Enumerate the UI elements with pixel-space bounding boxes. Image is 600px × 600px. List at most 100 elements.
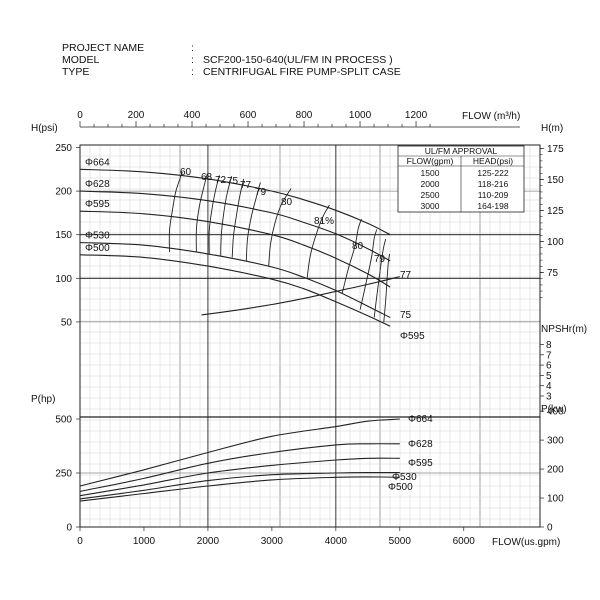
- efficiency-contour-line: [359, 229, 378, 310]
- npsh-tick-label: 7: [546, 350, 552, 361]
- head-right-tick-label: 75: [547, 268, 559, 279]
- efficiency-label: 79: [255, 187, 267, 198]
- power-curve-line: [79, 472, 400, 500]
- npsh-tick-label: 5: [546, 371, 552, 382]
- power-right-tick-label: 400: [547, 407, 564, 418]
- bottom-axis-tick-label: 6000: [453, 536, 476, 547]
- efficiency-contour-line: [208, 175, 220, 254]
- head-curve-label: Φ500: [85, 243, 110, 254]
- head-curve-label: Φ664: [85, 157, 110, 168]
- power-right-axis-label: P(kw): [541, 404, 567, 415]
- efficiency-contour-line: [341, 218, 362, 294]
- npsh-tick-label: 3: [546, 392, 552, 403]
- top-axis-tick-label: 1200: [405, 110, 428, 121]
- bottom-axis-tick-label: 0: [77, 536, 83, 547]
- approval-cell: 125-222: [477, 168, 508, 178]
- power-curve-label: Φ530: [392, 472, 417, 483]
- head-curve-label: Φ530: [85, 231, 110, 242]
- head-curve-label: Φ595: [85, 199, 110, 210]
- power-curve-label: Φ595: [408, 458, 433, 469]
- approval-cell: 2000: [421, 179, 440, 189]
- head-left-tick-label: 200: [55, 187, 72, 198]
- head-curve-line: [79, 168, 391, 236]
- efficiency-contour-line: [220, 176, 233, 256]
- header-sep-project: :: [191, 42, 194, 54]
- top-axis-tick-label: 400: [184, 110, 201, 121]
- head-right-tick-label: 100: [547, 237, 564, 248]
- bottom-axis-tick-label: 4000: [325, 536, 348, 547]
- npsh-tick-label: 8: [546, 340, 552, 351]
- top-x-axis-label: FLOW (m³/h): [462, 111, 520, 122]
- top-axis-tick-label: 0: [77, 110, 83, 121]
- power-right-tick-label: 0: [547, 523, 553, 534]
- bottom-axis-tick-label: 1000: [133, 536, 156, 547]
- power-right-tick-label: 300: [547, 436, 564, 447]
- frame: [79, 126, 541, 528]
- header-label-type: TYPE: [62, 66, 90, 78]
- efficiency-label: 79: [374, 254, 386, 265]
- bottom-x-axis-label: FLOW(us.gpm): [492, 537, 560, 548]
- efficiency-contour-line: [195, 173, 208, 253]
- efficiency-contour-line: [245, 182, 261, 261]
- plot-frame: [79, 144, 541, 528]
- npsh-curve-label: Φ595: [400, 331, 425, 342]
- npsh-tick-label: 6: [546, 361, 552, 372]
- approval-table: UL/FM APPROVAL FLOW(gpm) HEAD(psi) 1500 …: [397, 145, 525, 213]
- efficiency-label: 80: [281, 197, 293, 208]
- power-curve-label: Φ664: [408, 414, 433, 425]
- efficiency-label: 68: [201, 172, 213, 183]
- header-value-model: SCF200-150-640(UL/FM IN PROCESS ): [203, 54, 393, 66]
- head-curve-line: [79, 241, 391, 318]
- npsh-tick-label: 4: [546, 381, 552, 392]
- top-axis-tick-label: 1000: [349, 110, 372, 121]
- head-curve-line: [79, 190, 391, 262]
- power-left-tick-label: 250: [55, 469, 72, 480]
- efficiency-contour-line: [268, 188, 292, 267]
- power-right-tick-label: 100: [547, 494, 564, 505]
- efficiency-contour-line: [231, 178, 245, 258]
- efficiency-label: 77: [240, 180, 252, 191]
- power-left-axis-label: P(hp): [31, 394, 55, 405]
- top-axis-tick-label: 600: [240, 110, 257, 121]
- head-left-tick-label: 150: [55, 230, 72, 241]
- power-curve-label: Φ500: [388, 482, 413, 493]
- efficiency-label: 75: [400, 310, 412, 321]
- efficiency-contour-line: [373, 238, 387, 318]
- header-sep-type: :: [191, 66, 194, 78]
- efficiency-label: 81%: [314, 216, 334, 227]
- power-curve-line: [79, 476, 400, 502]
- approval-cell: 1500: [421, 168, 440, 178]
- power-left-tick-label: 0: [66, 523, 72, 534]
- header-sep-model: :: [191, 54, 194, 66]
- approval-cell: 3000: [421, 201, 440, 211]
- approval-cell: 2500: [421, 190, 440, 200]
- power-curve-label: Φ628: [408, 439, 433, 450]
- header-label-model: MODEL: [62, 54, 100, 66]
- header-label-project: PROJECT NAME: [62, 42, 145, 54]
- head-curve-label: Φ628: [85, 179, 110, 190]
- approval-cell: 164-198: [477, 201, 508, 211]
- head-left-tick-label: 250: [55, 143, 72, 154]
- head-right-axis-label: H(m): [541, 123, 563, 134]
- efficiency-contour-line: [306, 204, 330, 279]
- efficiency-label: 75: [227, 176, 239, 187]
- power-right-tick-label: 200: [547, 465, 564, 476]
- efficiency-label: 60: [180, 167, 192, 178]
- approval-col-head: HEAD(psi): [473, 156, 513, 166]
- head-right-tick-label: 150: [547, 175, 564, 186]
- power-curve-line: [79, 457, 400, 497]
- header-value-type: CENTRIFUGAL FIRE PUMP-SPLIT CASE: [203, 66, 401, 78]
- efficiency-contour-line: [168, 171, 183, 253]
- efficiency-label: 77: [400, 270, 412, 281]
- npsh-axis-label: NPSHr(m): [541, 324, 587, 335]
- power-left-tick-label: 500: [55, 415, 72, 426]
- bottom-axis-tick-label: 3000: [261, 536, 284, 547]
- power-curve-line: [79, 443, 400, 492]
- head-right-tick-label: 125: [547, 206, 564, 217]
- power-curve-line: [79, 418, 400, 487]
- npsh-curve-line: [201, 276, 400, 316]
- bottom-axis-tick-label: 2000: [197, 536, 220, 547]
- efficiency-label: 72: [215, 175, 227, 186]
